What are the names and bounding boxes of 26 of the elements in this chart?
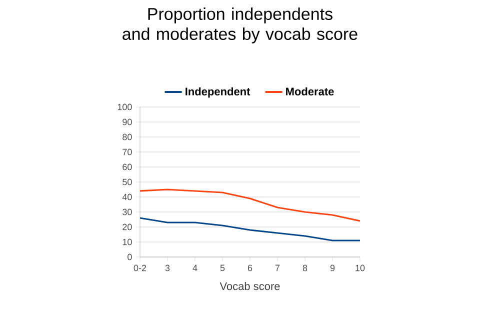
y-tick-label: 0 bbox=[128, 254, 132, 260]
x-tick-label: 0-2 bbox=[134, 264, 146, 272]
chart-title: Proportion independents and moderates by vocab score bbox=[122, 8, 358, 44]
x-tick-label: 7 bbox=[275, 264, 280, 271]
x-tick-label: 9 bbox=[330, 264, 335, 272]
x-tick-label: 6 bbox=[248, 264, 252, 272]
y-tick-label: 50 bbox=[122, 178, 132, 186]
x-tick-label: 5 bbox=[220, 264, 225, 272]
y-tick-label: 10 bbox=[122, 238, 132, 246]
y-tick-label: 30 bbox=[122, 208, 132, 216]
legend-label: Independent bbox=[186, 87, 250, 98]
legend-label: Moderate bbox=[286, 87, 334, 96]
line-series bbox=[140, 217, 360, 242]
y-tick-label: 90 bbox=[122, 118, 132, 126]
y-tick-label: 80 bbox=[122, 134, 132, 140]
x-tick-label: 4 bbox=[192, 264, 198, 271]
y-tick-label: 60 bbox=[122, 164, 132, 170]
line-series bbox=[140, 188, 360, 222]
x-axis-title: Vocab score bbox=[220, 282, 280, 290]
y-tick-label: 100 bbox=[118, 104, 132, 110]
y-tick-label: 70 bbox=[122, 148, 132, 156]
x-tick-label: 3 bbox=[165, 264, 170, 272]
x-tick-label: 10 bbox=[356, 264, 365, 272]
y-tick-label: 20 bbox=[122, 224, 132, 230]
y-tick-label: 40 bbox=[122, 194, 132, 200]
x-tick-label: 8 bbox=[302, 264, 308, 272]
